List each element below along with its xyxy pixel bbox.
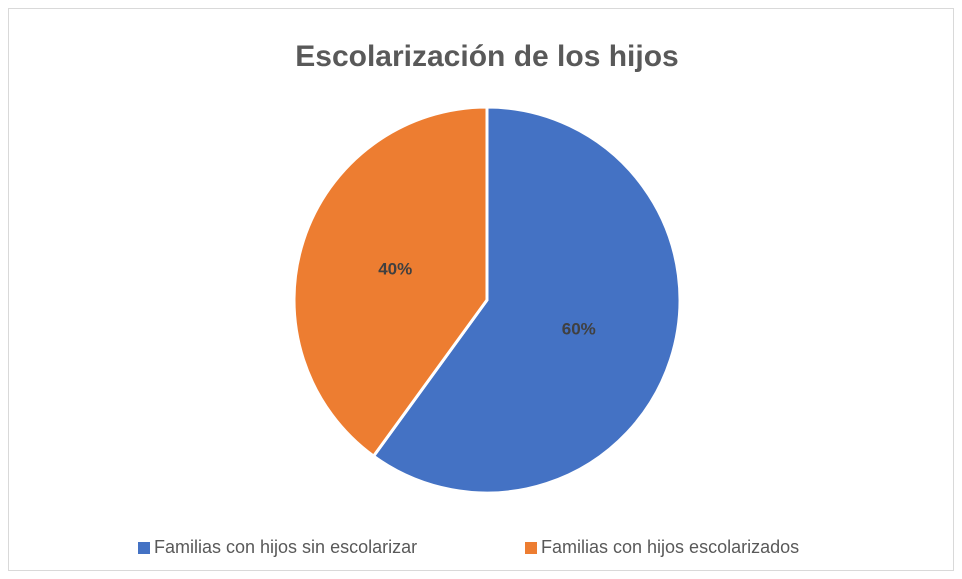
legend-label: Familias con hijos escolarizados: [541, 537, 799, 557]
pie-slice: [371, 105, 682, 495]
data-label: 60%: [562, 319, 596, 338]
legend-label: Familias con hijos sin escolarizar: [154, 537, 417, 557]
chart-title: Escolarización de los hijos: [295, 40, 678, 73]
pie-slice: [292, 105, 489, 459]
legend-swatch: [525, 542, 537, 554]
data-label: 40%: [378, 260, 412, 279]
legend-swatch: [138, 542, 150, 554]
